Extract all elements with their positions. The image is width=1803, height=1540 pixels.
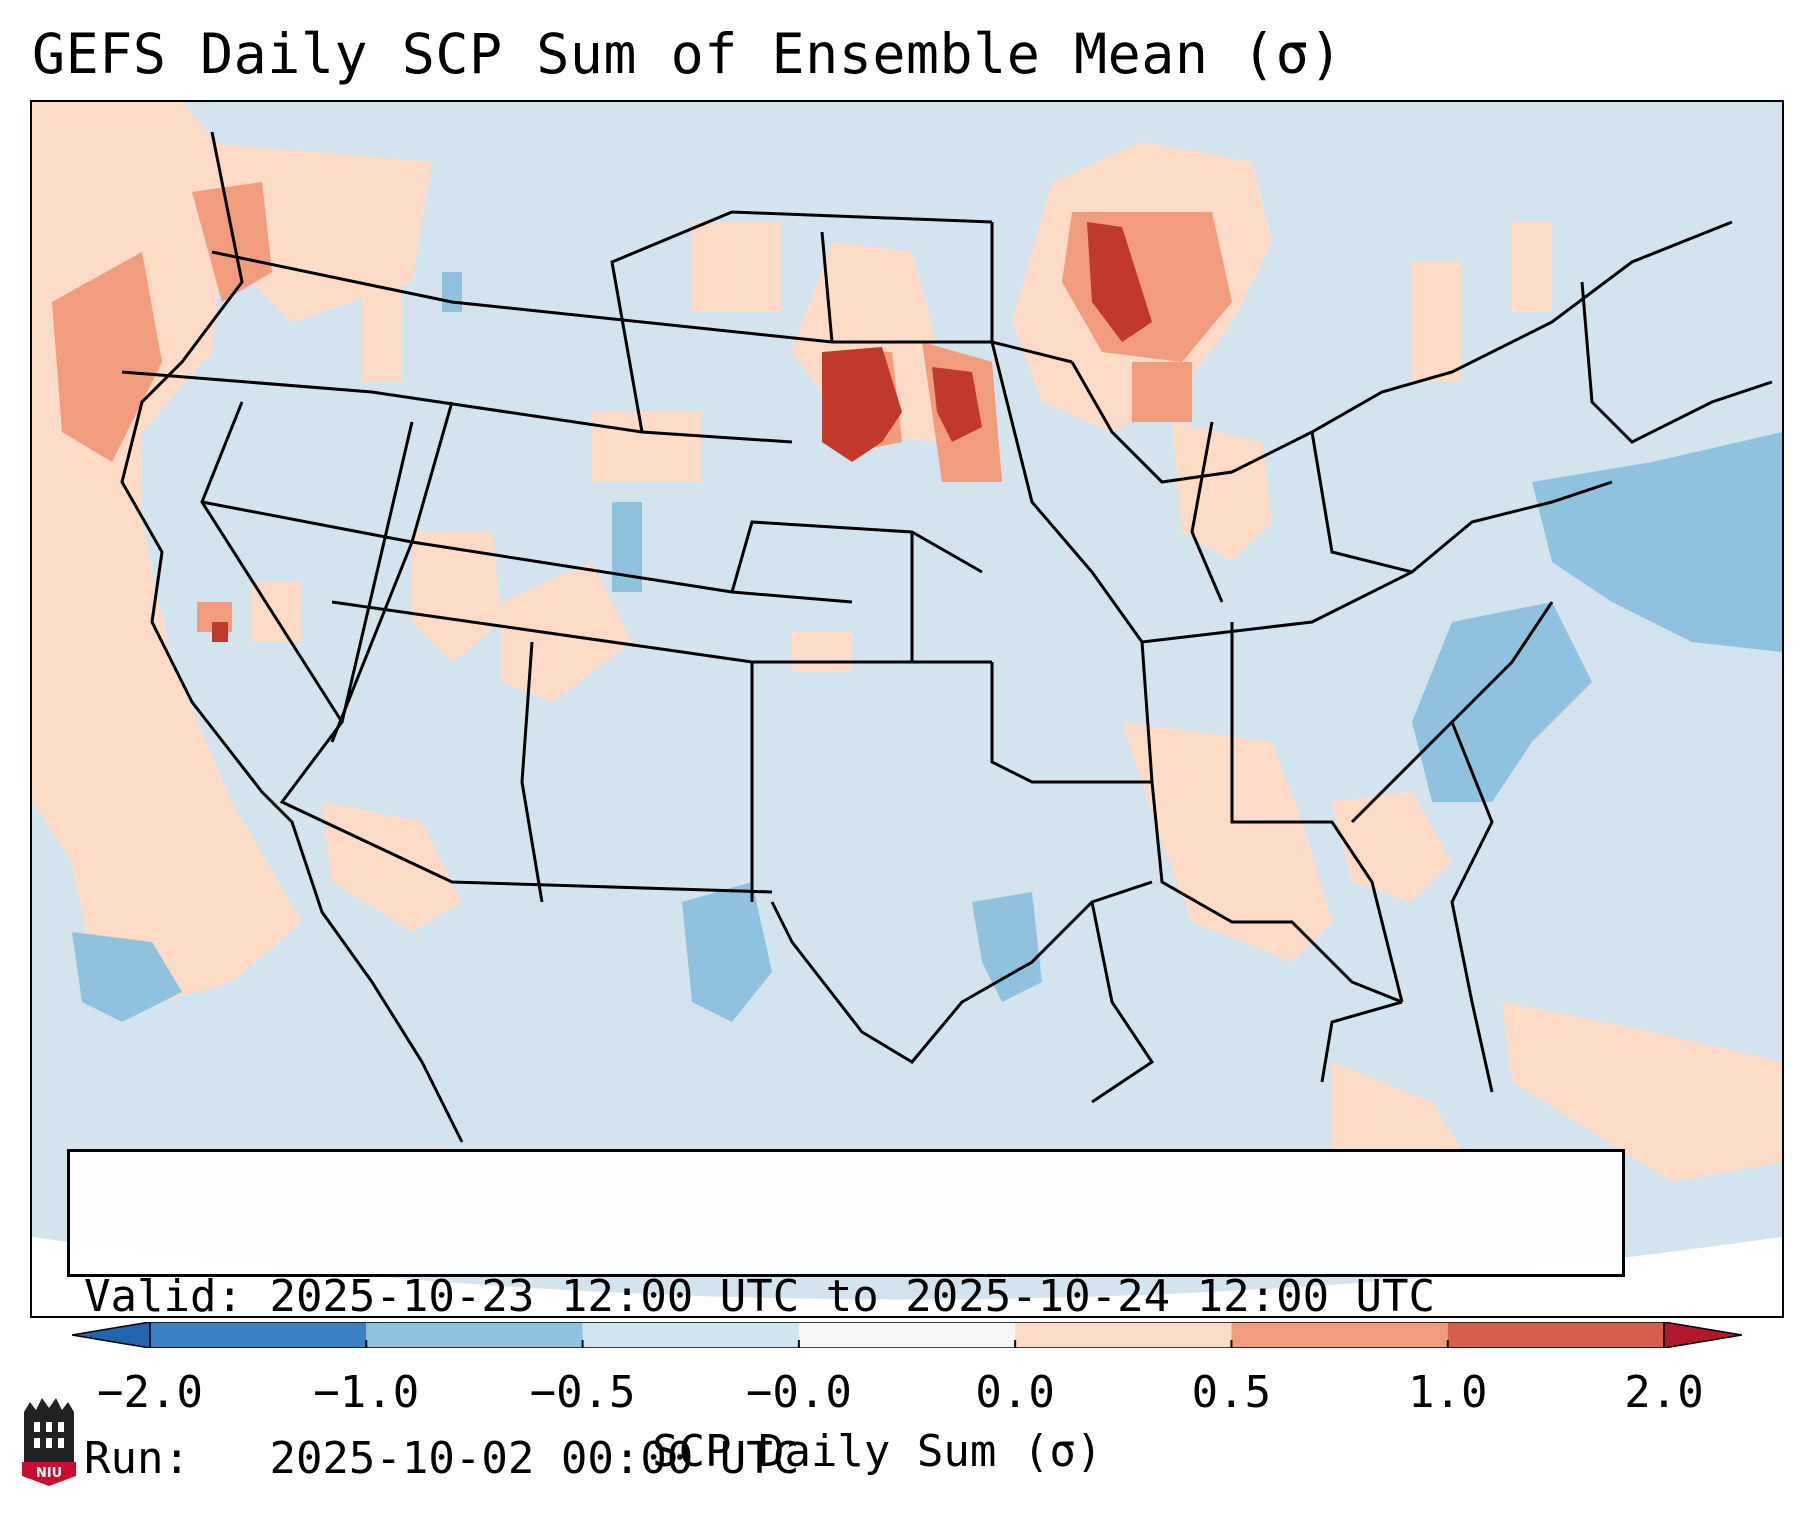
colorbar-bin [1447,1322,1664,1348]
colorbar-label: SCP Daily Sum (σ) [652,1426,1103,1477]
colorbar-tick-label: −1.0 [313,1367,420,1418]
run-value: 2025-10-02 00:00 UTC [269,1433,800,1484]
logo-text: NIU [36,1466,62,1481]
colorbar-tick-label: 0.0 [975,1367,1055,1418]
map-panel [30,100,1784,1318]
colorbar-tick-label: −0.5 [529,1367,636,1418]
colorbar-tick-label: −2.0 [97,1367,203,1418]
anomaly-positive-strong [212,222,1152,642]
map-canvas [32,102,1782,1316]
colorbar-over-arrow [1663,1322,1742,1348]
colorbar-tick-label: 2.0 [1624,1367,1704,1418]
valid-row: Valid: 2025-10-23 12:00 UTC to 2025-10-2… [84,1270,1608,1324]
niu-logo: NIU [22,1398,76,1486]
colorbar-tick-label: −0.0 [745,1367,852,1418]
projection-edge [32,1237,1782,1316]
colorbar-bin [150,1322,367,1348]
run-label: Run: [84,1433,190,1484]
map-title: GEFS Daily SCP Sum of Ensemble Mean (σ) [32,22,1343,86]
colorbar-bin [582,1322,799,1348]
colorbar-bin [1231,1322,1448,1348]
colorbar-under-arrow [72,1322,151,1348]
colorbar-tick-label: 0.5 [1191,1367,1272,1418]
valid-value: 2025-10-23 12:00 UTC to 2025-10-24 12:00… [269,1271,1436,1322]
valid-label: Valid: [84,1271,243,1322]
state-borders [120,131,1773,1143]
valid-time-box: Valid: 2025-10-23 12:00 UTC to 2025-10-2… [67,1149,1625,1484]
colorbar-tick-label: 1.0 [1407,1367,1488,1418]
colorbar-bin [798,1322,1016,1348]
colorbar [72,1322,1742,1348]
run-row: Run: 2025-10-02 00:00 UTC [84,1432,1608,1486]
colorbar-bin [1015,1322,1232,1348]
colorbar-bin [366,1322,583,1348]
